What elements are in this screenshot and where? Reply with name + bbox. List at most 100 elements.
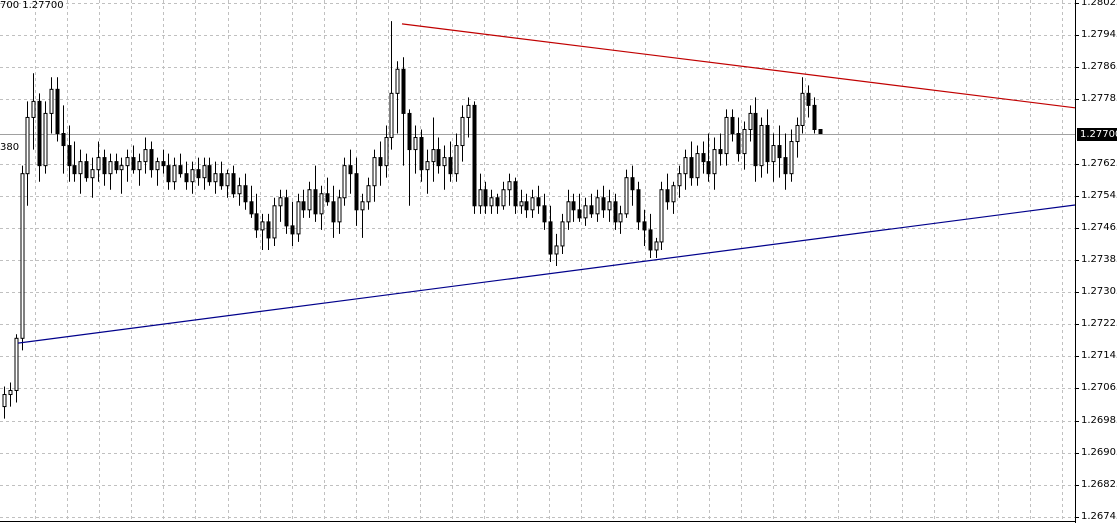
candle-body-bear [378, 157, 383, 167]
candle [307, 181, 312, 218]
y-tick-label: 1.26985 [1081, 414, 1117, 426]
candle-body-bear [706, 161, 711, 175]
candle-body-bear [542, 205, 547, 223]
candle-body-bear [254, 213, 259, 231]
candle [354, 157, 359, 226]
candle [342, 157, 347, 206]
candle [677, 165, 682, 198]
candle [67, 125, 72, 182]
candle [654, 237, 659, 258]
candle [812, 97, 817, 134]
candle [554, 233, 559, 267]
candle [466, 97, 471, 138]
candle [442, 145, 447, 190]
candle-body-bear [589, 205, 594, 215]
candle [589, 193, 594, 218]
candle [495, 193, 500, 214]
candle [566, 189, 571, 230]
candle [125, 149, 130, 182]
candle [513, 177, 518, 214]
candle-body-bear [613, 201, 618, 223]
candle [636, 181, 641, 230]
candle-body-bull [683, 157, 688, 175]
candle-body-bear [548, 221, 553, 255]
candle [207, 157, 212, 186]
candle-body-bull [618, 213, 623, 223]
candle-body-bull [125, 157, 130, 167]
y-tick-label: 1.26745 [1081, 510, 1117, 522]
candle-body-bull [337, 197, 342, 223]
candle [166, 153, 171, 190]
candle-body-bear [777, 145, 782, 159]
candle [671, 181, 676, 214]
candle-body-bull [466, 104, 471, 118]
candle-body-bull [789, 141, 794, 175]
candle-body-bear [806, 92, 811, 106]
candle [724, 109, 729, 166]
candle [213, 161, 218, 194]
candle [460, 105, 465, 162]
candle-body-bull [278, 197, 283, 207]
candle [196, 157, 201, 186]
candle [319, 185, 324, 230]
candle-body-bull [595, 197, 600, 215]
candle [577, 193, 582, 222]
candle [624, 169, 629, 218]
candle-body-bear [577, 209, 582, 219]
candle-body-bear [448, 157, 453, 175]
trendlines [17, 23, 1076, 344]
candle [384, 125, 389, 178]
candle [20, 165, 25, 351]
candle-body-bear [102, 157, 107, 175]
candle [254, 193, 259, 238]
y-tick-label: 1.27385 [1081, 253, 1117, 265]
support-trendline[interactable] [17, 204, 1076, 344]
candle [730, 109, 735, 142]
candle-body-bull [519, 201, 524, 207]
candle [284, 189, 289, 234]
candle-body-bull [507, 181, 512, 191]
candle-body-bull [260, 221, 265, 231]
candle-body-bull [8, 390, 13, 396]
candle-body-bull [695, 153, 700, 179]
candle-body-bull [90, 169, 95, 179]
candle [301, 189, 306, 218]
candle [448, 141, 453, 182]
candle-body-bear [753, 112, 758, 167]
candle [753, 97, 758, 182]
candle-body-bull [202, 165, 207, 179]
resistance-trendline[interactable] [401, 23, 1076, 109]
candle-body-bear [84, 161, 89, 179]
candle-body-bull [384, 137, 389, 167]
candle-body-bull [307, 189, 312, 211]
candle-body-bull [172, 165, 177, 183]
candle [560, 213, 565, 254]
candle [701, 141, 706, 174]
candle [530, 189, 535, 218]
candle-body-bull [319, 193, 324, 215]
candle-body-bear [701, 153, 706, 163]
candle [507, 173, 512, 206]
y-tick-label: 1.26905 [1081, 446, 1117, 458]
candle [190, 161, 195, 194]
candle-body-bull [213, 173, 218, 183]
candle [389, 21, 394, 150]
candle [96, 141, 101, 182]
candle [613, 193, 618, 230]
candles [2, 21, 823, 419]
candle [202, 157, 207, 190]
y-tick-label: 1.26825 [1081, 478, 1117, 490]
candle-body-bear [648, 229, 653, 251]
candle [777, 125, 782, 178]
candle [14, 334, 19, 403]
candle-body-bull [677, 173, 682, 187]
candle [618, 205, 623, 234]
candle [478, 173, 483, 214]
candle-body-bull [190, 169, 195, 183]
candle-body-bear [783, 157, 788, 175]
candle [748, 105, 753, 142]
candle-body-bear [354, 173, 359, 211]
candle-body-bull [583, 205, 588, 219]
candle-body-bull [454, 145, 459, 175]
